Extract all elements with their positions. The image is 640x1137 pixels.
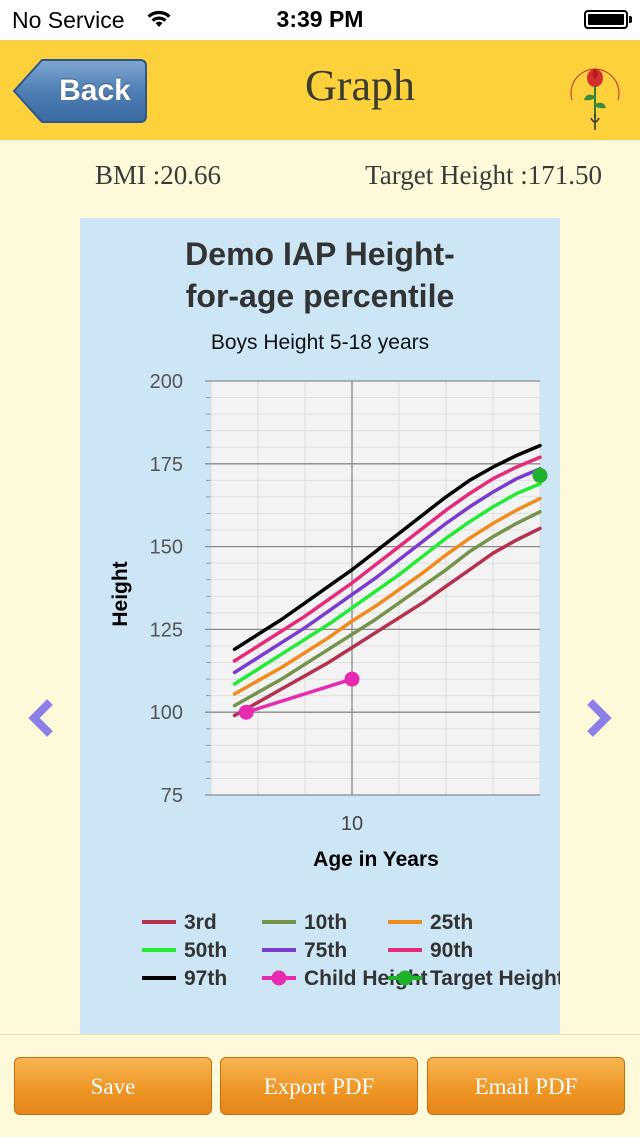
legend-item-90th-label: 90th — [430, 939, 473, 962]
series-3rd-line — [232, 526, 542, 718]
series-75th-line — [232, 467, 542, 675]
page-title: Graph — [305, 61, 415, 110]
chevron-right-icon[interactable] — [578, 698, 618, 738]
bottom-toolbar: Save Export PDF Email PDF — [0, 1034, 640, 1137]
y-tick-label: 150 — [150, 537, 183, 559]
navigation-bar: Back Graph — [0, 40, 640, 140]
y-tick-label: 175 — [150, 454, 183, 476]
legend-item-child-height-label: Child Height — [304, 967, 428, 990]
wifi-icon — [146, 9, 172, 34]
legend-item-25th-label: 25th — [430, 911, 473, 934]
chevron-left-icon[interactable] — [22, 698, 62, 738]
save-button[interactable]: Save — [14, 1057, 212, 1115]
height-for-age-chart: Demo IAP Height- for-age percentile Boys… — [109, 236, 560, 990]
chart-subtitle: Boys Height 5-18 years — [211, 331, 429, 354]
back-button-shape — [12, 59, 147, 123]
y-tick-label: 200 — [150, 371, 183, 393]
y-axis-ticks: 75 100 125 150 175 200 — [150, 371, 183, 807]
plot-background — [211, 381, 540, 795]
legend-item-child-height-marker — [271, 970, 287, 986]
iap-logo — [564, 48, 626, 134]
series-child-height-point — [344, 671, 360, 687]
series-25th-line — [232, 496, 542, 696]
y-axis-label: Height — [109, 561, 132, 626]
legend-item-10th-label: 10th — [304, 911, 347, 934]
legend-item-50th-label: 50th — [184, 939, 227, 962]
bmi-value: BMI :20.66 — [95, 160, 222, 190]
legend-item-75th-label: 75th — [304, 939, 347, 962]
back-button-label: Back — [59, 74, 131, 107]
legend-item-target-height-marker — [397, 970, 413, 986]
clock-label: 3:39 PM — [276, 6, 364, 32]
target-height-value: Target Height :171.50 — [365, 160, 602, 190]
back-button[interactable]: Back — [12, 58, 148, 124]
plot-area — [211, 381, 540, 795]
chart-title-line-1: Demo IAP Height- — [185, 236, 455, 272]
series-90th-line — [232, 455, 542, 663]
series-50th-line — [232, 481, 542, 686]
legend-item-target-height-label: Target Height — [430, 967, 560, 990]
chart-series — [232, 443, 548, 720]
y-tick-label: 75 — [161, 785, 183, 807]
x-axis-ticks: 10 — [341, 813, 363, 835]
series-child-height-point — [238, 704, 254, 720]
status-bar: No Service 3:39 PM — [0, 0, 640, 40]
chart-panel: Demo IAP Height- for-age percentile Boys… — [80, 218, 560, 1034]
export-pdf-button[interactable]: Export PDF — [220, 1057, 418, 1115]
x-axis-label: Age in Years — [313, 848, 439, 871]
series-child-height-line — [244, 677, 354, 714]
series-97th-line — [232, 443, 542, 652]
email-pdf-button[interactable]: Email PDF — [427, 1057, 625, 1115]
series-10th-line — [232, 510, 542, 708]
carrier-label: No Service — [12, 7, 125, 33]
y-tick-label: 100 — [150, 702, 183, 724]
legend-item-3rd-label: 3rd — [184, 911, 217, 934]
x-tick-label: 10 — [341, 813, 363, 835]
y-tick-label: 125 — [150, 619, 183, 641]
chart-title-line-2: for-age percentile — [186, 278, 455, 314]
chart-legend: 3rd 10th 25th 50th 75th 90th 97th Child Height T… — [142, 911, 560, 990]
battery-icon — [584, 10, 632, 29]
series-target-height-point — [532, 467, 548, 483]
legend-item-97th-label: 97th — [184, 967, 227, 990]
info-row: BMI :20.66 Target Height :171.50 — [0, 160, 640, 200]
